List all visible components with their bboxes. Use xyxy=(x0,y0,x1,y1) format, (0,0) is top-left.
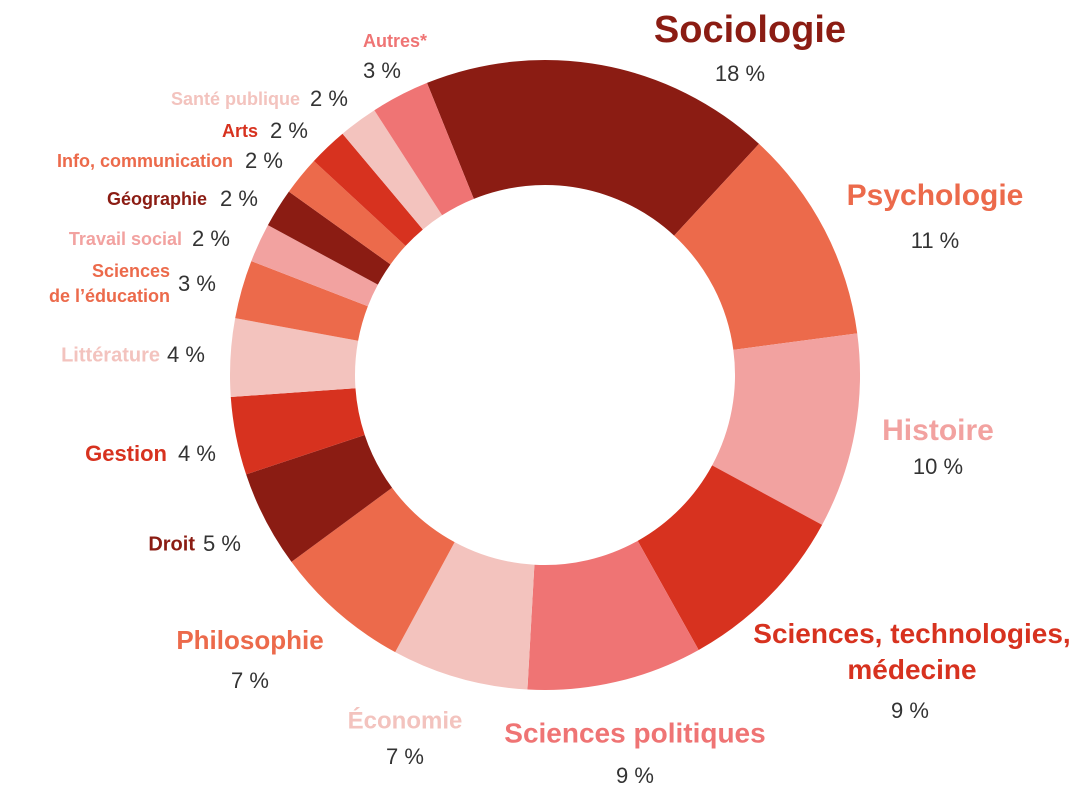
category-label: Gestion xyxy=(85,441,167,466)
value-label: 2 % xyxy=(220,186,258,211)
donut-slice xyxy=(374,82,474,216)
category-label: Littérature xyxy=(61,344,160,366)
category-label: Sciences de l’éducation xyxy=(49,261,170,306)
donut-slice xyxy=(426,60,760,236)
donut-slice xyxy=(291,487,455,653)
category-label: Économie xyxy=(348,706,463,734)
value-label: 7 % xyxy=(386,744,424,769)
category-label: Arts xyxy=(222,121,258,141)
donut-slice xyxy=(246,434,393,562)
donut-slice xyxy=(230,388,365,475)
donut-slice xyxy=(267,191,391,285)
category-label: Droit xyxy=(148,533,195,555)
donut-slice xyxy=(527,540,699,690)
category-label: Sciences politiques xyxy=(504,717,765,748)
value-label: 2 % xyxy=(245,148,283,173)
value-label: 2 % xyxy=(270,118,308,143)
value-label: 4 % xyxy=(178,441,216,466)
category-label: Autres* xyxy=(363,31,427,51)
donut-slice xyxy=(712,333,861,525)
value-label: 5 % xyxy=(203,531,241,556)
donut-slice xyxy=(313,133,423,246)
value-label: 10 % xyxy=(913,454,963,479)
value-label: 7 % xyxy=(231,668,269,693)
category-label: Sciences, technologies, médecine xyxy=(753,618,1070,685)
value-label: 2 % xyxy=(192,226,230,251)
value-label: 2 % xyxy=(310,86,348,111)
donut-slice xyxy=(230,318,359,397)
category-label: Psychologie xyxy=(847,179,1024,212)
donut-slice xyxy=(251,225,378,307)
value-label: 11 % xyxy=(911,228,960,253)
category-label: Géographie xyxy=(107,189,207,209)
donut-slice xyxy=(395,542,535,690)
value-label: 4 % xyxy=(167,342,205,367)
value-label: 18 % xyxy=(715,61,765,86)
category-label: Santé publique xyxy=(171,89,300,109)
value-label: 9 % xyxy=(891,698,929,723)
category-label: Info, communication xyxy=(57,151,233,171)
donut-slice xyxy=(235,261,368,341)
donut-slice xyxy=(288,160,406,265)
value-label: 3 % xyxy=(178,271,216,296)
category-label: Sociologie xyxy=(654,9,846,51)
category-label: Philosophie xyxy=(176,625,323,655)
donut-slice xyxy=(674,143,858,350)
category-label: Histoire xyxy=(882,414,994,447)
donut-slice xyxy=(342,110,443,230)
value-label: 9 % xyxy=(616,763,654,788)
donut-slice xyxy=(637,465,823,650)
value-label: 3 % xyxy=(363,58,401,83)
category-label: Travail social xyxy=(69,229,182,249)
